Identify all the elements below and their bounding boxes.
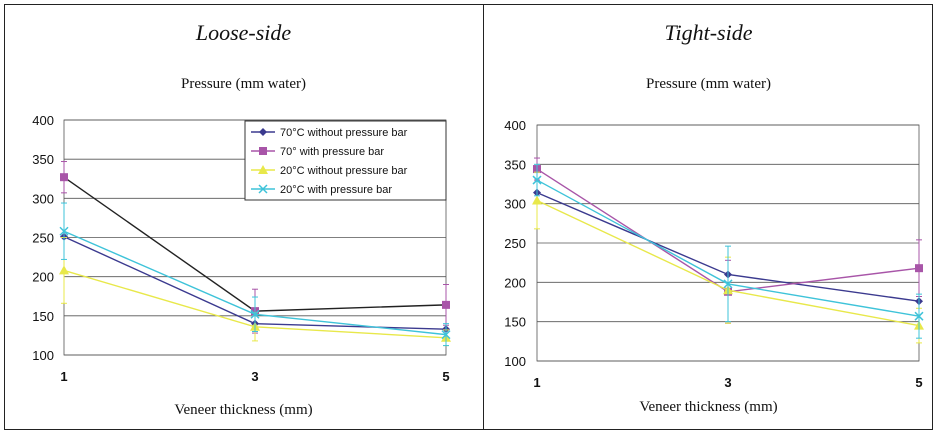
series-3 [59, 202, 451, 347]
data-point [441, 330, 451, 340]
y-tick-label: 100 [32, 348, 54, 363]
y-tick-label: 150 [504, 315, 526, 330]
y-tick-label: 150 [32, 309, 54, 324]
legend-marker [259, 128, 267, 136]
data-point [915, 264, 923, 273]
x-axis-label: Veneer thickness (mm) [639, 399, 778, 415]
y-tick-label: 350 [32, 152, 54, 167]
legend-box [244, 120, 447, 201]
legend-label: 70°C without pressure bar [280, 127, 408, 139]
x-tick-label: 1 [533, 375, 540, 390]
chart-title: Loose-side [195, 20, 292, 45]
y-tick-label: 100 [504, 354, 526, 369]
data-point [59, 265, 69, 275]
legend-marker [259, 147, 267, 155]
series-3 [532, 163, 924, 339]
legend-label: 70° with pressure bar [280, 146, 384, 158]
y-tick-label: 200 [32, 270, 54, 285]
x-axis-label: Veneer thickness (mm) [174, 402, 313, 418]
data-point [60, 173, 68, 182]
y-tick-label: 350 [504, 157, 526, 172]
y-tick-label: 400 [504, 118, 526, 133]
data-point [532, 195, 542, 205]
legend-label: 20°C without pressure bar [280, 165, 408, 177]
y-tick-label: 300 [32, 191, 54, 206]
x-tick-label: 5 [442, 369, 449, 384]
figure-frame [4, 4, 933, 430]
plot-loose-side: 100 150 200 250 300 350 400 1 3 5 70°C without pre… [32, 113, 451, 384]
data-point [532, 175, 542, 185]
legend: 70°C without pressure bar 70° with pressu… [244, 120, 447, 201]
y-tick-label: 300 [504, 197, 526, 212]
y-tick-label: 250 [32, 231, 54, 246]
x-tick-label: 3 [724, 375, 731, 390]
legend-marker [258, 184, 268, 194]
chart-subtitle: Pressure (mm water) [646, 76, 771, 92]
y-tick-label: 200 [504, 275, 526, 290]
legend-marker [258, 165, 268, 174]
plot-tight-side: 100 150 200 250 300 350 400 1 3 5 [504, 118, 924, 390]
chart-subtitle: Pressure (mm water) [181, 76, 306, 92]
y-tick-label: 250 [504, 236, 526, 251]
panel-tight-side: Tight-side Pressure (mm water) Veneer th… [484, 4, 933, 430]
x-tick-label: 3 [251, 369, 258, 384]
legend-label: 20°C with pressure bar [280, 184, 392, 196]
data-point [914, 311, 924, 321]
x-tick-label: 1 [60, 369, 67, 384]
y-tick-label: 400 [32, 113, 54, 128]
chart-title: Tight-side [664, 20, 753, 45]
panel-loose-side: Loose-side Pressure (mm water) Veneer th… [4, 4, 483, 430]
panel-divider [483, 4, 484, 430]
data-point [442, 300, 450, 309]
data-point [723, 279, 733, 289]
x-tick-label: 5 [915, 375, 922, 390]
data-point [59, 226, 69, 236]
data-point [250, 309, 260, 319]
